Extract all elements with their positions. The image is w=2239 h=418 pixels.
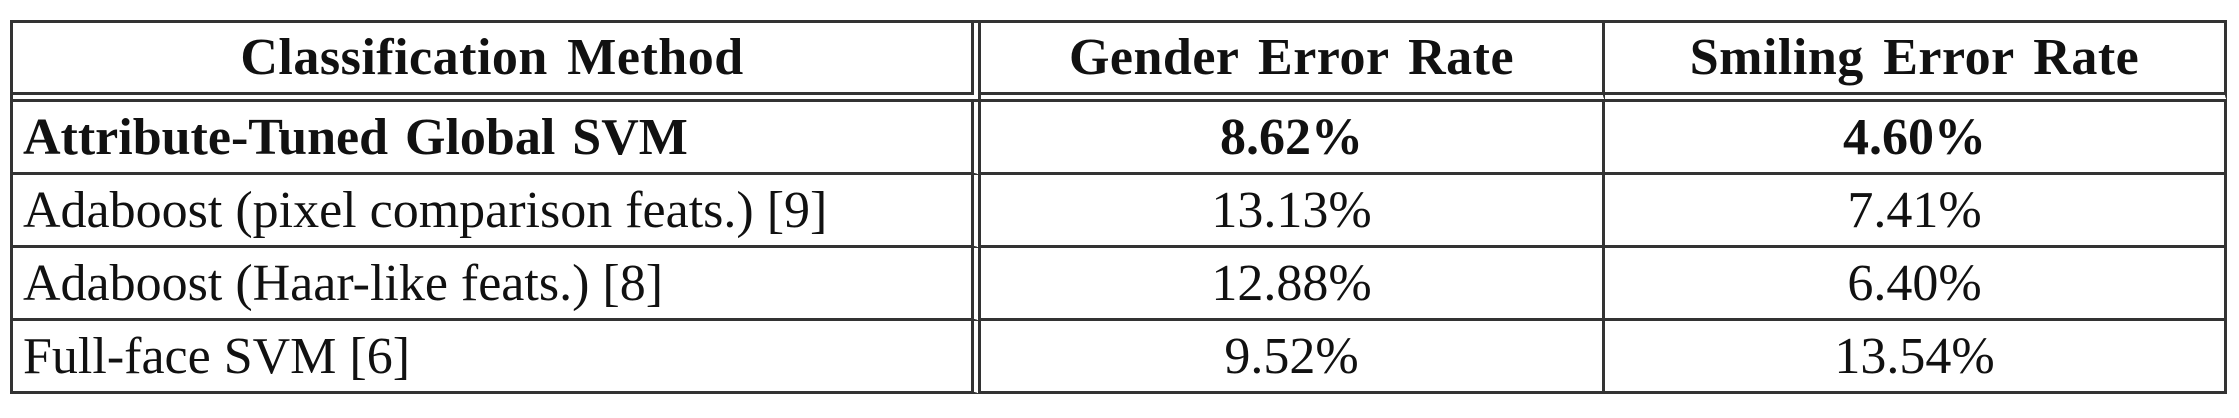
table-row: Attribute-Tuned Global SVM 8.62% 4.60% bbox=[13, 102, 2227, 175]
method-cell: Full-face SVM [6] bbox=[13, 321, 981, 394]
method-cell: Adaboost (pixel comparison feats.) [9] bbox=[13, 175, 981, 248]
gender-error-cell: 12.88% bbox=[981, 248, 1605, 321]
table-row: Full-face SVM [6] 9.52% 13.54% bbox=[13, 321, 2227, 394]
smiling-error-cell: 6.40% bbox=[1605, 248, 2227, 321]
results-table-container: Classification Method Gender Error Rate … bbox=[10, 20, 2227, 394]
header-gender-error: Gender Error Rate bbox=[981, 23, 1605, 102]
smiling-error-cell: 13.54% bbox=[1605, 321, 2227, 394]
gender-error-cell: 9.52% bbox=[981, 321, 1605, 394]
method-cell: Adaboost (Haar-like feats.) [8] bbox=[13, 248, 981, 321]
smiling-error-cell: 4.60% bbox=[1605, 102, 2227, 175]
error-rate-table: Classification Method Gender Error Rate … bbox=[10, 20, 2227, 394]
method-cell: Attribute-Tuned Global SVM bbox=[13, 102, 981, 175]
header-smiling-error: Smiling Error Rate bbox=[1605, 23, 2227, 102]
smiling-error-cell: 7.41% bbox=[1605, 175, 2227, 248]
header-method: Classification Method bbox=[13, 23, 981, 102]
table-row: Adaboost (pixel comparison feats.) [9] 1… bbox=[13, 175, 2227, 248]
table-row: Adaboost (Haar-like feats.) [8] 12.88% 6… bbox=[13, 248, 2227, 321]
header-row: Classification Method Gender Error Rate … bbox=[13, 23, 2227, 102]
gender-error-cell: 13.13% bbox=[981, 175, 1605, 248]
gender-error-cell: 8.62% bbox=[981, 102, 1605, 175]
